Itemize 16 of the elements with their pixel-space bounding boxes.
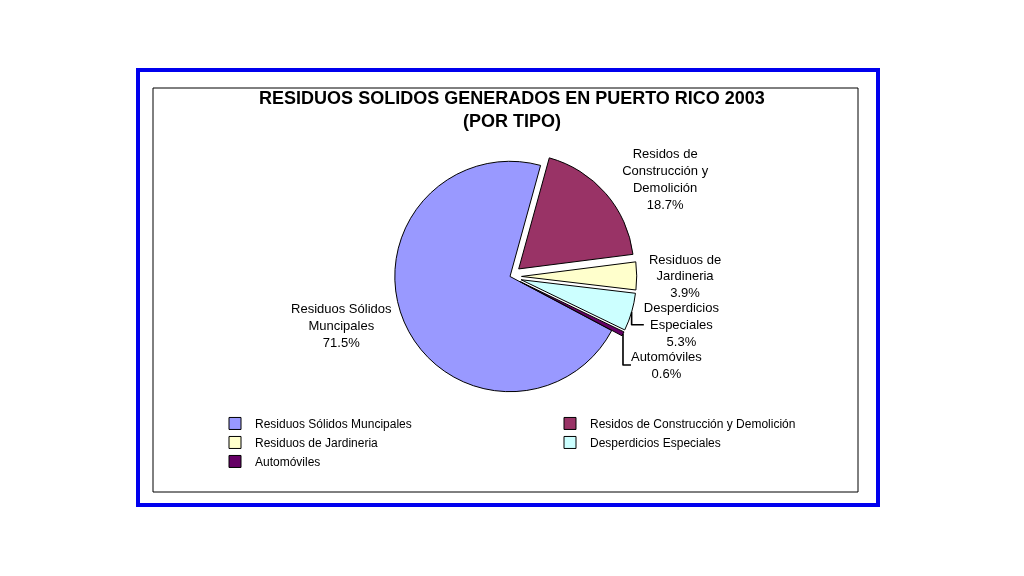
slice-label: Automóviles [630, 349, 703, 365]
slice-label: Desperdicios Especiales [643, 300, 720, 333]
legend-label: Desperdicios Especiales [590, 436, 721, 451]
legend-label: Automóviles [255, 455, 321, 470]
chart-title: RESIDUOS SOLIDOS GENERADOS EN PUERTO RICO 2003 (POR TIPO) [259, 87, 765, 132]
slice-label: Residuos de Jardineria [648, 251, 722, 284]
data-label: 18.7% [646, 197, 685, 213]
legend-label: Residos de Construcción y Demolición [590, 417, 796, 432]
slice-label: Residos de Construcción y Demolición [622, 146, 709, 196]
slice-label: Residuos Sólidos Muncipales [291, 301, 392, 334]
data-label: 0.6% [651, 366, 682, 381]
data-label: 5.3% [666, 334, 697, 350]
data-label: 71.5% [322, 335, 361, 351]
legend-label: Residuos de Jardineria [255, 436, 379, 451]
data-label: 3.9% [670, 285, 701, 301]
legend-label: Residuos Sólidos Muncipales [255, 417, 412, 432]
